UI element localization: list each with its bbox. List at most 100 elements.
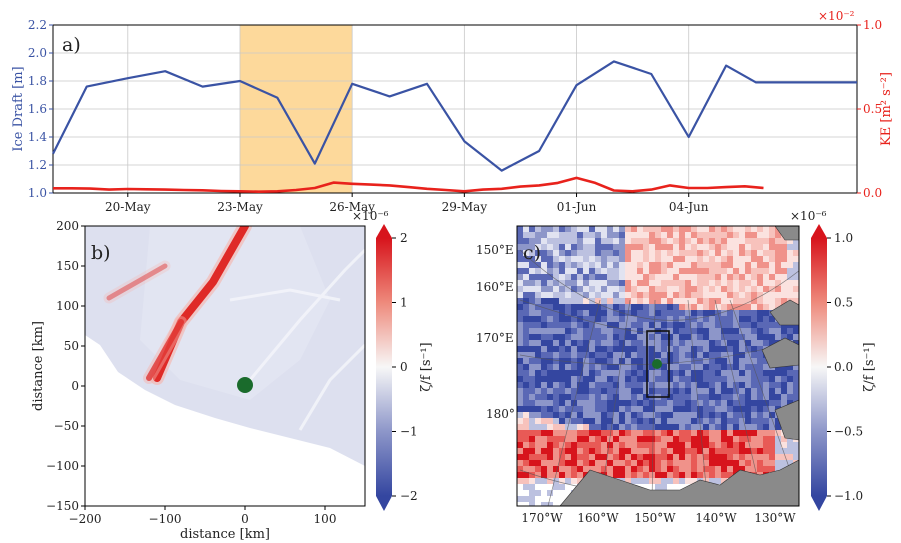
vorticity-cell <box>553 232 559 238</box>
vorticity-cell <box>691 310 697 316</box>
vorticity-cell <box>553 454 559 460</box>
vorticity-cell <box>733 280 739 286</box>
vorticity-cell <box>745 334 751 340</box>
vorticity-cell <box>613 292 619 298</box>
vorticity-cell <box>667 478 673 484</box>
vorticity-cell <box>691 352 697 358</box>
vorticity-cell <box>715 292 721 298</box>
vorticity-cell <box>691 250 697 256</box>
vorticity-cell <box>661 370 667 376</box>
vorticity-cell <box>559 376 565 382</box>
vorticity-cell <box>589 406 595 412</box>
vorticity-cell <box>715 274 721 280</box>
vorticity-cell <box>733 262 739 268</box>
lon-label: 140°W <box>695 511 737 525</box>
vorticity-cell <box>523 370 529 376</box>
vorticity-cell <box>607 316 613 322</box>
vorticity-cell <box>601 346 607 352</box>
vorticity-cell <box>583 454 589 460</box>
vorticity-cell <box>541 370 547 376</box>
vorticity-cell <box>607 388 613 394</box>
vorticity-cell <box>523 466 529 472</box>
vorticity-cell <box>649 454 655 460</box>
vorticity-cell <box>721 466 727 472</box>
y-tick-label-right: 0.0 <box>863 186 882 200</box>
vorticity-cell <box>583 280 589 286</box>
vorticity-cell <box>763 250 769 256</box>
vorticity-cell <box>559 292 565 298</box>
colorbar-tick-label: −2 <box>400 489 418 503</box>
vorticity-cell <box>619 424 625 430</box>
vorticity-cell <box>769 454 775 460</box>
vorticity-cell <box>559 430 565 436</box>
vorticity-cell <box>709 430 715 436</box>
vorticity-cell <box>607 286 613 292</box>
vorticity-cell <box>619 466 625 472</box>
vorticity-cell <box>523 334 529 340</box>
vorticity-cell <box>721 364 727 370</box>
vorticity-cell <box>571 412 577 418</box>
vorticity-cell <box>661 484 667 490</box>
vorticity-cell <box>799 310 805 316</box>
vorticity-cell <box>589 448 595 454</box>
ice-draft-line <box>52 60 857 172</box>
vorticity-cell <box>619 340 625 346</box>
vorticity-cell <box>625 460 631 466</box>
vorticity-cell <box>559 370 565 376</box>
vorticity-cell <box>739 340 745 346</box>
vorticity-cell <box>649 232 655 238</box>
vorticity-cell <box>607 268 613 274</box>
vorticity-cell <box>559 424 565 430</box>
vorticity-cell <box>733 298 739 304</box>
vorticity-cell <box>523 268 529 274</box>
vorticity-cell <box>751 274 757 280</box>
vorticity-cell <box>739 292 745 298</box>
vorticity-cell <box>535 466 541 472</box>
vorticity-cell <box>709 328 715 334</box>
vorticity-cell <box>685 364 691 370</box>
vorticity-cell <box>541 322 547 328</box>
vorticity-cell <box>589 250 595 256</box>
vorticity-cell <box>727 394 733 400</box>
colorbar-c-scale <box>811 238 827 496</box>
vorticity-cell <box>679 382 685 388</box>
vorticity-cell <box>673 460 679 466</box>
vorticity-cell <box>637 244 643 250</box>
vorticity-cell <box>601 268 607 274</box>
vorticity-cell <box>799 292 805 298</box>
vorticity-cell <box>685 442 691 448</box>
vorticity-cell <box>565 412 571 418</box>
vorticity-cell <box>571 328 577 334</box>
vorticity-cell <box>679 256 685 262</box>
vorticity-cell <box>799 268 805 274</box>
vorticity-cell <box>799 412 805 418</box>
vorticity-cell <box>721 424 727 430</box>
vorticity-cell <box>781 256 787 262</box>
vorticity-cell <box>547 358 553 364</box>
vorticity-cell <box>643 430 649 436</box>
vorticity-cell <box>715 376 721 382</box>
vorticity-cell <box>697 406 703 412</box>
y-tick-label: 50 <box>64 339 79 353</box>
vorticity-cell <box>691 376 697 382</box>
vorticity-cell <box>613 340 619 346</box>
vorticity-cell <box>631 430 637 436</box>
vorticity-cell <box>739 466 745 472</box>
vorticity-cell <box>631 382 637 388</box>
vorticity-cell <box>703 280 709 286</box>
vorticity-cell <box>715 340 721 346</box>
vorticity-cell <box>703 418 709 424</box>
vorticity-cell <box>787 388 793 394</box>
vorticity-cell <box>655 376 661 382</box>
vorticity-cell <box>625 382 631 388</box>
vorticity-cell <box>607 280 613 286</box>
vorticity-cell <box>691 454 697 460</box>
vorticity-cell <box>715 280 721 286</box>
vorticity-cell <box>721 256 727 262</box>
vorticity-cell <box>631 268 637 274</box>
vorticity-cell <box>541 238 547 244</box>
vorticity-cell <box>709 358 715 364</box>
vorticity-cell <box>601 262 607 268</box>
vorticity-cell <box>733 394 739 400</box>
vorticity-cell <box>535 418 541 424</box>
